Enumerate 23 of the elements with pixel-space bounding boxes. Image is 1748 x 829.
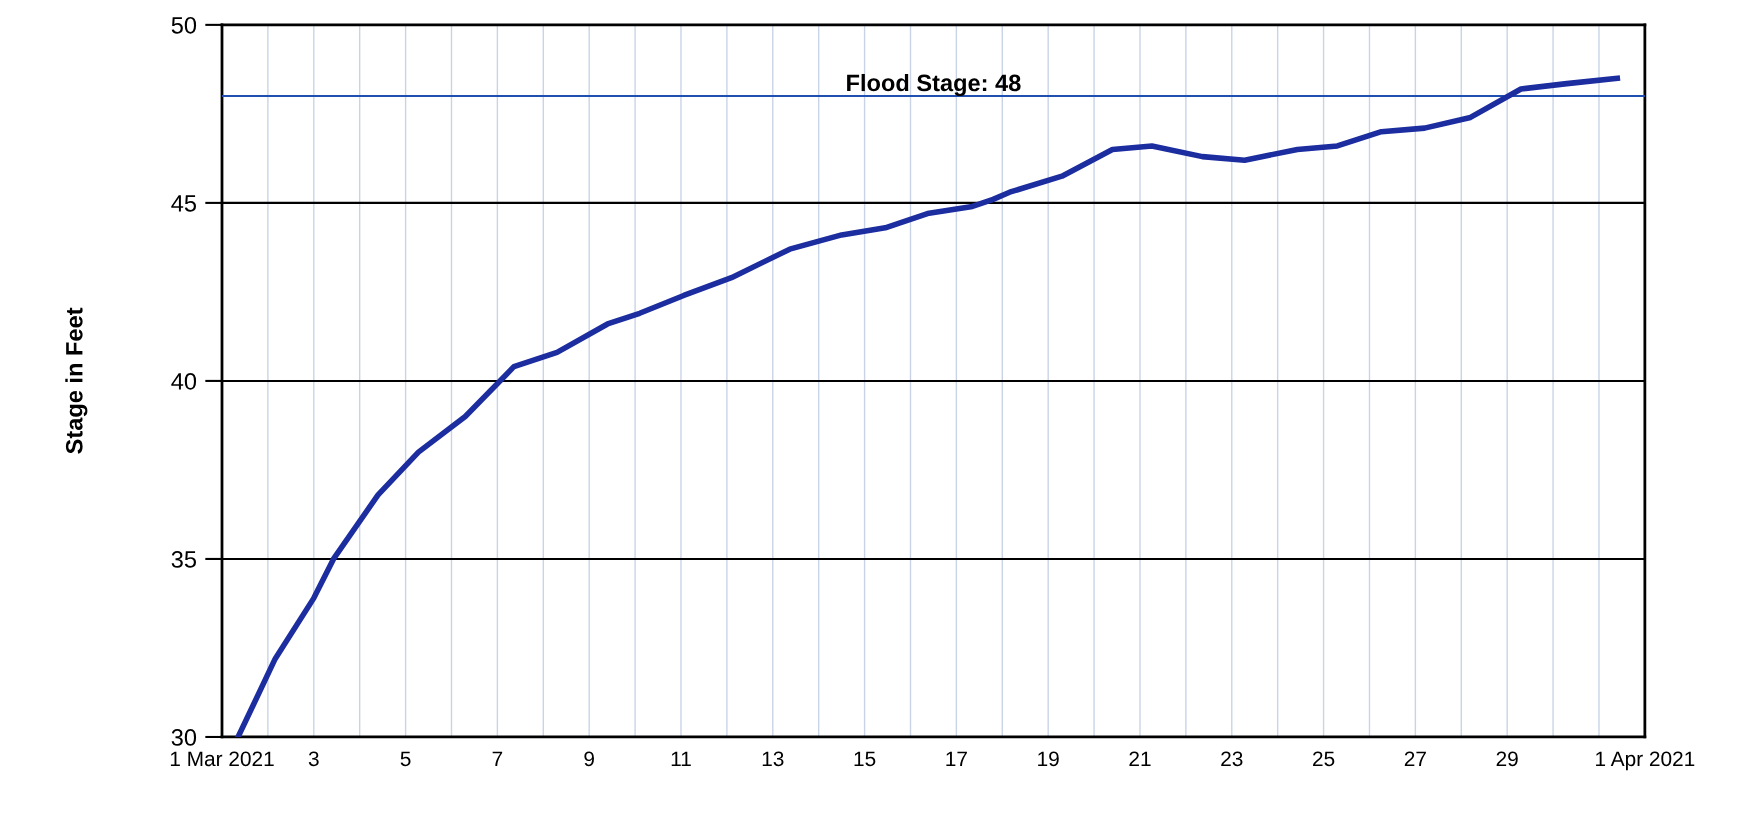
x-tick-label: 19	[1038, 751, 1059, 767]
y-tick-label: 40	[171, 372, 197, 390]
x-tick-label: 11	[671, 751, 691, 766]
x-tick-label: 27	[1404, 751, 1426, 766]
ref-line-label: Flood Stage: 48	[847, 73, 1021, 97]
x-tick-label: 21	[1129, 751, 1151, 766]
x-tick-label: 9	[584, 751, 594, 767]
x-tick-label: 23	[1221, 751, 1243, 767]
x-tick-label: 17	[946, 751, 967, 766]
y-tick-label: 30	[171, 729, 197, 746]
x-tick-label: 15	[854, 751, 876, 767]
x-tick-label: 1 Mar 2021	[170, 751, 274, 767]
y-tick-label: 45	[171, 195, 197, 212]
x-tick-label: 3	[308, 751, 319, 767]
x-tick-label: 13	[762, 751, 784, 767]
x-tick-label: 29	[1496, 751, 1518, 767]
x-tick-label: 1 Apr 2021	[1596, 751, 1695, 771]
x-tick-label: 7	[492, 751, 503, 766]
x-tick-label: 5	[400, 751, 411, 767]
x-tick-label: 25	[1313, 751, 1335, 767]
y-axis-title: Stage in Feet	[65, 307, 88, 454]
y-tick-label: 35	[171, 551, 197, 568]
y-tick-label: 50	[171, 16, 197, 34]
